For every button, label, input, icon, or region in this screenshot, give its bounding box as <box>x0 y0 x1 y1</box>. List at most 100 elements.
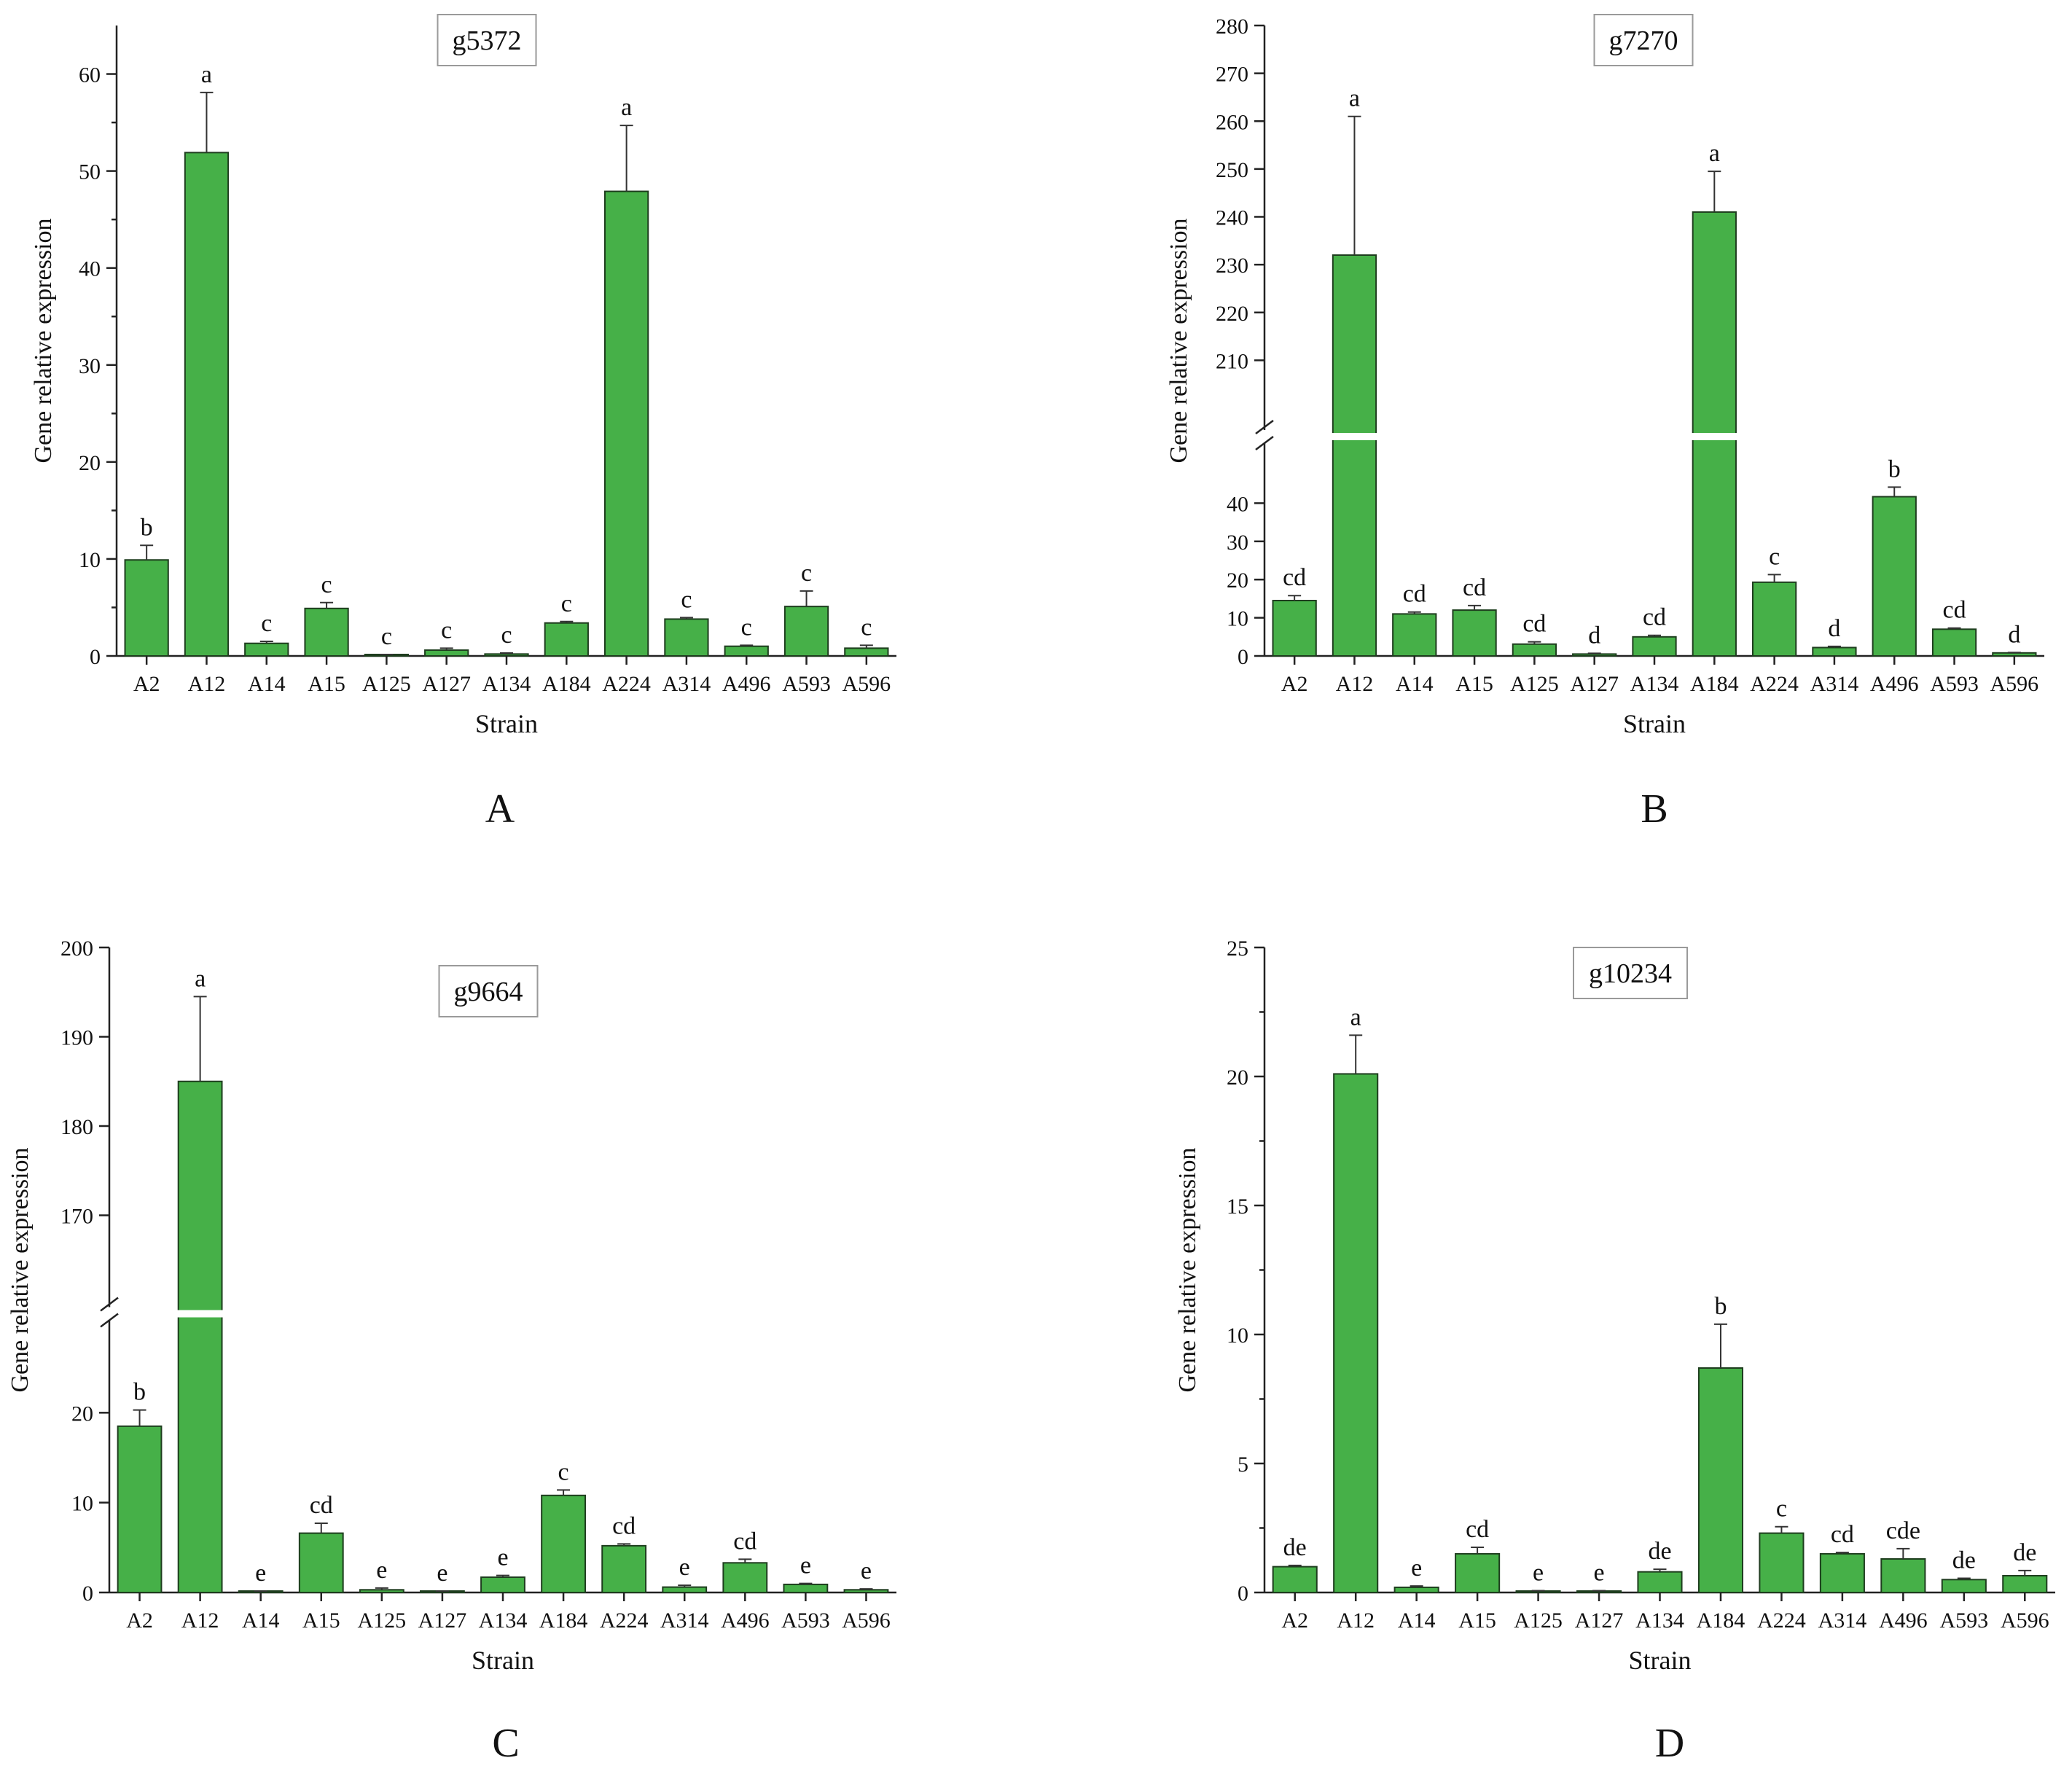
x-tick-label: A2 <box>1281 1609 1308 1633</box>
bar <box>1819 1552 1865 1593</box>
bar <box>298 1532 344 1594</box>
y-tick-label: 0 <box>1238 1582 1248 1606</box>
significance-letter: a <box>195 965 206 992</box>
significance-letter: de <box>1283 1534 1307 1561</box>
significance-letter: c <box>561 590 572 617</box>
x-axis-title: Strain <box>472 1646 534 1675</box>
significance-letter: cd <box>1466 1516 1489 1543</box>
significance-letter: c <box>741 614 752 641</box>
y-tick-label: 240 <box>1216 206 1248 230</box>
y-axis-title: Gene relative expression <box>1165 218 1192 463</box>
x-tick-label: A593 <box>1939 1609 1988 1633</box>
bar <box>844 647 889 657</box>
x-tick-label: A2 <box>1281 672 1308 696</box>
y-tick-label: 230 <box>1216 254 1248 278</box>
y-tick-label: 20 <box>71 1402 93 1426</box>
x-tick-label: A184 <box>1697 1609 1745 1633</box>
panel-letter: D <box>1655 1721 1684 1766</box>
bar <box>843 1589 889 1594</box>
x-tick-label: A134 <box>479 1609 528 1633</box>
significance-letter: cd <box>612 1512 636 1539</box>
x-tick-label: A134 <box>1630 672 1679 696</box>
x-tick-label: A593 <box>782 672 831 696</box>
panel-d: 0 5 10 15 20 25 de A2 a A12 e A14 cd A15 e A125 e A127 de A… <box>1174 937 2055 1766</box>
significance-letter: cd <box>1283 564 1306 591</box>
significance-letter: e <box>679 1554 690 1581</box>
bar <box>662 1586 708 1594</box>
significance-letter: b <box>141 514 153 541</box>
significance-letter: c <box>321 571 332 598</box>
bar <box>1333 1073 1379 1593</box>
significance-letter: d <box>1828 615 1840 642</box>
y-axis-title: Gene relative expression <box>30 218 57 463</box>
bar <box>544 622 589 657</box>
bar-break-gap <box>176 1310 224 1318</box>
x-tick-label: A2 <box>126 1609 153 1633</box>
bar <box>484 653 529 657</box>
x-tick-label: A184 <box>1690 672 1739 696</box>
bar <box>1931 628 1977 657</box>
bar <box>1751 581 1797 657</box>
significance-letter: b <box>1888 456 1901 482</box>
significance-letter: c <box>801 560 812 587</box>
bar <box>1272 600 1317 657</box>
significance-letter: c <box>501 622 512 649</box>
significance-letter: de <box>2013 1539 2036 1566</box>
bar <box>304 607 349 657</box>
x-tick-label: A314 <box>1818 1609 1867 1633</box>
y-tick-label: 0 <box>1238 645 1248 669</box>
y-tick-label: 200 <box>60 937 93 961</box>
significance-letter: c <box>441 617 452 644</box>
y-tick-label: 50 <box>79 160 101 184</box>
x-tick-label: A496 <box>1870 672 1919 696</box>
significance-letter: c <box>261 610 272 637</box>
significance-letter: de <box>1648 1538 1671 1565</box>
x-tick-label: A14 <box>1398 1609 1436 1633</box>
y-tick-label: 20 <box>1227 1066 1248 1090</box>
y-tick-label: 260 <box>1216 110 1248 134</box>
y-tick-label: 40 <box>79 257 101 281</box>
x-tick-label: A314 <box>660 1609 709 1633</box>
y-tick-label: 10 <box>1227 607 1248 631</box>
x-tick-label: A125 <box>358 1609 407 1633</box>
x-tick-label: A496 <box>721 1609 770 1633</box>
bar <box>117 1425 163 1594</box>
bar <box>424 649 469 657</box>
chart-title-box <box>437 14 537 66</box>
chart-title: g7270 <box>1609 26 1678 56</box>
y-tick-label: 170 <box>60 1205 93 1229</box>
x-tick-label: A224 <box>602 672 651 696</box>
significance-letter: e <box>1411 1555 1422 1582</box>
axis-break-mark <box>100 1297 119 1312</box>
x-tick-label: A593 <box>781 1609 830 1633</box>
x-tick-label: A12 <box>1336 672 1374 696</box>
x-tick-label: A184 <box>539 1609 588 1633</box>
bar <box>1941 1579 1987 1594</box>
bar <box>724 645 769 657</box>
significance-letter: c <box>381 623 392 650</box>
bar <box>244 642 289 657</box>
panel-letter: B <box>1641 786 1668 832</box>
y-tick-label: 10 <box>71 1492 93 1516</box>
significance-letter: e <box>376 1557 387 1584</box>
y-tick-label: 20 <box>79 451 101 475</box>
panel-a: 0102030405060bA2aA12cA14cA15cA125cA127cA… <box>30 14 896 832</box>
bar <box>124 559 169 657</box>
y-tick-label: 10 <box>79 548 101 572</box>
x-axis-title: Strain <box>1623 709 1686 738</box>
bar <box>603 190 649 657</box>
axis-break-gap <box>1262 430 1267 443</box>
bar <box>1572 653 1617 657</box>
y-tick-label: 0 <box>90 645 101 669</box>
x-tick-label: A12 <box>1337 1609 1375 1633</box>
bar <box>664 618 709 657</box>
bar <box>783 1583 829 1593</box>
significance-letter: a <box>1709 140 1720 167</box>
chart-title-box <box>438 965 539 1017</box>
bar <box>722 1562 768 1594</box>
bar <box>1455 1552 1501 1593</box>
chart-title: g5372 <box>453 26 522 56</box>
significance-letter: cde <box>1886 1517 1920 1544</box>
y-tick-label: 15 <box>1227 1195 1248 1219</box>
x-tick-label: A127 <box>1570 672 1619 696</box>
